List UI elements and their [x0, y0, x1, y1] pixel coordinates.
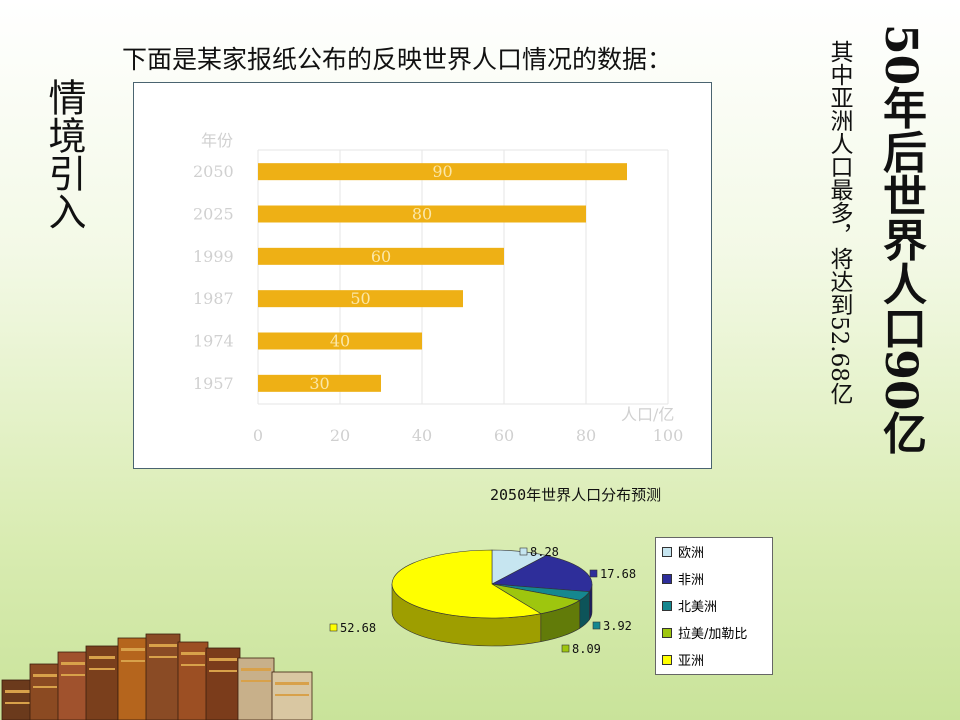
- y-tick-label: 1974: [193, 332, 234, 351]
- bar: [258, 332, 422, 350]
- pie-label-swatch: [561, 644, 570, 653]
- y-tick-label: 2025: [193, 205, 234, 224]
- legend-swatch: [662, 546, 672, 557]
- pie-slice: [490, 555, 593, 593]
- pie-label-swatch: [589, 569, 598, 578]
- pie-legend: 欧洲非洲北美洲拉美/加勒比 亚洲: [655, 537, 773, 675]
- bar-data-label: 60: [371, 247, 391, 266]
- legend-item: 欧洲: [656, 538, 772, 565]
- legend-swatch: [662, 627, 672, 638]
- x-tick-label: 100: [653, 426, 684, 445]
- book-icon: [57, 651, 89, 720]
- pie-label-swatch: [519, 547, 528, 556]
- book-icon: [237, 657, 275, 720]
- legend-item: 非洲: [656, 565, 772, 592]
- bar: [258, 247, 504, 265]
- pie-label-swatch: [329, 623, 338, 632]
- population-headline: 50年后世界人口90亿: [875, 24, 926, 455]
- legend-label: 北美洲: [678, 600, 718, 615]
- book-icon: [177, 641, 209, 720]
- bar: [258, 205, 586, 223]
- pie-title: 2050年世界人口分布预测: [490, 486, 662, 504]
- pie-slice: [391, 549, 542, 619]
- bar-data-label: 90: [432, 162, 452, 181]
- legend-item: 亚洲: [656, 646, 772, 673]
- legend-swatch: [662, 654, 672, 665]
- pie-data-label: 52.68: [340, 621, 376, 635]
- side-title: 情境引入: [42, 78, 86, 230]
- y-tick-label: 2050: [193, 162, 234, 181]
- y-tick-label: 1957: [193, 374, 234, 393]
- x-tick-label: 80: [576, 426, 596, 445]
- legend-swatch: [662, 573, 672, 584]
- asia-note: 其中亚洲人口最多，将达到52.68亿: [826, 40, 852, 405]
- legend-label: 欧洲: [678, 546, 705, 561]
- x-tick-label: 60: [494, 426, 514, 445]
- x-tick-label: 0: [253, 426, 263, 445]
- bar-data-label: 50: [350, 289, 370, 308]
- pie-data-label: 8.09: [572, 642, 601, 655]
- book-icon: [205, 647, 241, 720]
- y-tick-label: 1999: [193, 247, 234, 266]
- legend-swatch: [662, 600, 672, 611]
- x-axis-label: 人口/亿: [621, 405, 674, 424]
- bar: [258, 163, 627, 181]
- pie-data-label: 17.68: [600, 567, 636, 581]
- pie-data-label: 8.28: [530, 545, 559, 559]
- legend-label: 拉美/加勒比: [678, 627, 748, 642]
- book-icon: [29, 663, 61, 720]
- y-axis-label: 年份: [201, 131, 233, 150]
- book-icon: [145, 633, 181, 720]
- pie-data-label: 3.92: [603, 619, 632, 633]
- legend-label: 非洲: [678, 573, 705, 588]
- pie-label-swatch: [592, 621, 601, 630]
- legend-label: 亚洲: [678, 654, 705, 669]
- x-tick-label: 20: [330, 426, 350, 445]
- book-icon: [85, 645, 119, 720]
- bar: [258, 374, 381, 392]
- x-tick-label: 40: [412, 426, 432, 445]
- bar-data-label: 30: [309, 374, 329, 393]
- bar-data-label: 80: [412, 205, 432, 224]
- legend-item: 北美洲: [656, 592, 772, 619]
- y-tick-label: 1987: [193, 289, 234, 308]
- bar-data-label: 40: [330, 332, 350, 351]
- bar: [258, 290, 463, 308]
- headline: 下面是某家报纸公布的反映世界人口情况的数据：: [122, 45, 673, 74]
- book-icon: [271, 671, 313, 720]
- book-icon: [117, 637, 149, 720]
- pie-chart: 8.28 17.68 3.928.09 52.68: [329, 545, 636, 655]
- legend-item: 拉美/加勒比: [656, 619, 772, 646]
- books-decoration: [1, 633, 313, 720]
